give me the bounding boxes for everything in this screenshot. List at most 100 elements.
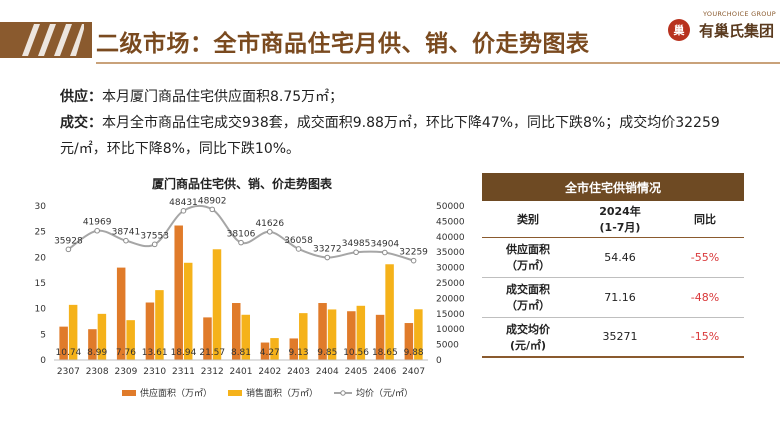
row-category-name: 成交面积 [506,283,550,296]
sales-bar [356,305,366,360]
header-year: 2024年 [599,204,641,218]
row-category-unit: （万㎡） [506,259,550,272]
x-axis-tick-label: 2403 [287,367,310,377]
x-axis-tick-label: 2407 [402,367,425,377]
x-axis-tick-label: 2308 [86,367,109,377]
row-category-unit: （万㎡） [506,299,550,312]
price-point [324,254,331,261]
row-yoy: -15% [666,317,744,358]
header-yoy: 同比 [666,201,744,238]
sales-bar [155,290,164,360]
x-axis-tick-label: 2405 [345,367,368,377]
row-category: 成交面积 （万㎡） [482,277,574,318]
sales-data-label: 9.13 [289,348,309,358]
x-axis-tick-label: 2406 [373,367,396,377]
left-axis-tick-label: 0 [40,356,46,366]
right-axis-tick-label: 5000 [436,341,459,351]
right-axis-tick-label: 40000 [436,233,465,243]
right-axis-tick-label: 25000 [436,279,465,289]
header-divider [96,62,780,64]
x-axis-tick-label: 2309 [114,367,137,377]
table-row: 供应面积 （万㎡） 54.46 -55% [482,237,744,278]
price-data-label: 41626 [255,219,284,229]
supply-bar [289,338,299,360]
header: 二级市场：全市商品住宅月供、销、价走势图表 巢 YOURCHOICE GROUP… [0,0,780,72]
price-data-label: 36058 [284,236,313,246]
left-axis-tick-label: 15 [35,279,46,289]
price-data-label: 33272 [313,245,342,255]
price-data-label: 38106 [227,230,256,240]
price-data-label: 34904 [371,239,400,249]
supply-bar [404,323,414,360]
price-point [123,237,129,244]
logo-chinese: 有巢氏集团 [698,22,774,40]
sales-bar [414,309,423,360]
right-axis-tick-label: 10000 [436,325,465,335]
row-yoy: -48% [666,277,744,318]
table-row: 成交面积 （万㎡） 71.16 -48% [482,277,744,318]
supply-bar [203,317,212,360]
stripe-decoration-icon [22,24,84,56]
price-data-label: 34985 [342,239,371,249]
logo-mark-icon: 巢 [668,19,690,41]
row-category-unit: (元/㎡) [509,338,547,352]
header-category: 类别 [482,201,574,238]
right-axis-tick-label: 0 [436,356,442,366]
page-title: 二级市场：全市商品住宅月供、销、价走势图表 [96,31,590,57]
right-axis-tick-label: 30000 [436,264,465,274]
legend-supply-swatch [122,390,136,396]
price-point [238,239,244,246]
sales-data-label: 10.56 [343,348,369,358]
supply-bar [232,303,241,360]
sales-bar [385,264,394,360]
x-axis-tick-label: 2401 [230,367,253,377]
price-point [65,246,72,253]
left-axis-tick-label: 25 [35,228,46,238]
x-axis-tick-label: 2307 [57,367,80,377]
price-data-label: 37553 [140,231,169,241]
supply-bar [347,311,356,360]
supply-bar [375,314,385,360]
sales-data-label: 9.85 [317,348,337,358]
sales-data-label: 18.94 [171,348,197,358]
price-data-label: 48431 [169,198,198,208]
price-point [180,208,187,214]
price-point [266,228,273,235]
supply-sales-table: 全市住宅供销情况 类别 2024年 (1-7月) 同比 供应面积 （万㎡） 54.… [482,173,744,358]
supply-paragraph: 供应：本月厦门商品住宅供应面积8.75万㎡； [60,84,740,110]
right-axis-tick-label: 15000 [436,310,465,320]
header-months: (1-7月) [599,220,641,234]
legend-sales-label: 销售面积（万㎡） [246,387,318,399]
supply-text: 本月厦门商品住宅供应面积8.75万㎡； [102,89,344,105]
row-yoy: -55% [666,237,744,278]
header-period: 2024年 (1-7月) [574,201,666,238]
sales-bar [126,320,135,360]
table-row: 成交均价 (元/㎡) 35271 -15% [482,317,744,358]
legend-price-label: 均价（元/㎡） [356,387,413,399]
supply-bar [88,329,97,360]
sales-data-label: 8.99 [87,348,107,358]
price-point [151,241,158,248]
row-value: 71.16 [574,277,666,318]
legend-price-marker [340,390,346,396]
sales-bar [183,262,193,360]
price-point [295,246,302,252]
x-axis-tick-label: 2402 [258,367,281,377]
right-axis-tick-label: 50000 [436,202,465,212]
left-axis-tick-label: 30 [35,202,47,212]
sales-bar [241,314,250,360]
sales-data-label: 10.74 [56,348,82,358]
price-point [382,249,388,256]
sales-data-label: 7.76 [116,348,136,358]
right-axis-tick-label: 35000 [436,248,465,258]
x-axis-tick-label: 2310 [143,367,166,377]
price-point [410,257,417,264]
table-header-row: 类别 2024年 (1-7月) 同比 [482,201,744,238]
row-category-name: 供应面积 [506,243,550,256]
left-axis-tick-label: 10 [35,305,47,315]
price-point [94,227,100,234]
sales-data-label: 4.27 [260,348,280,358]
supply-bar [260,342,270,360]
sales-bar [327,309,337,360]
deal-label: 成交： [60,115,102,131]
